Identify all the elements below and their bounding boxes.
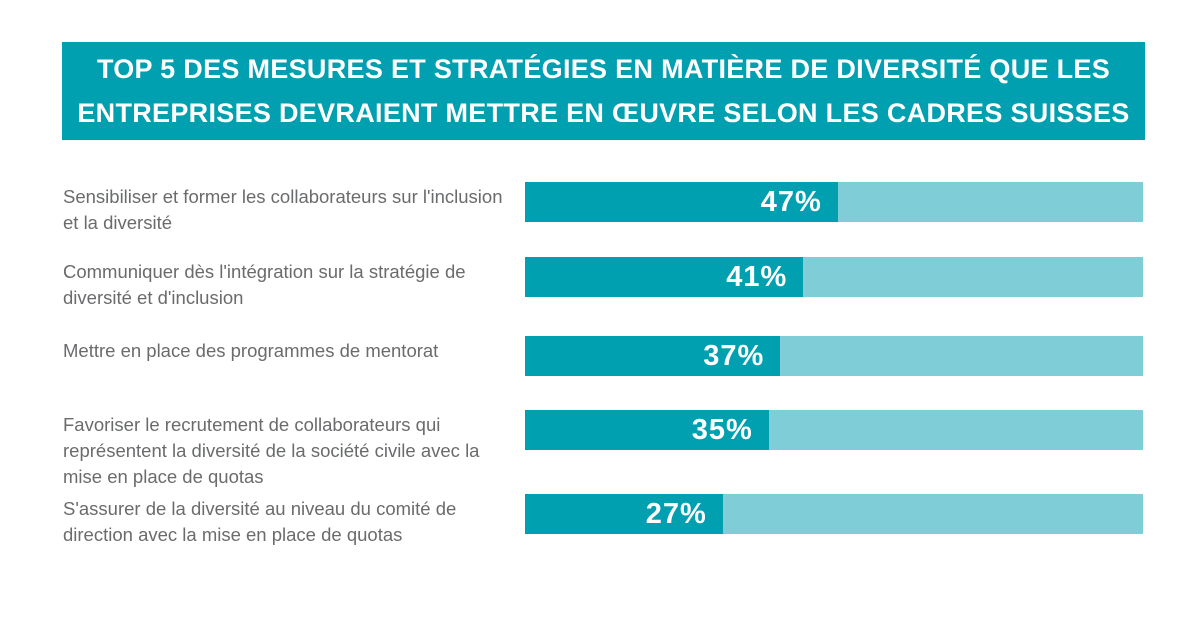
category-label: Sensibiliser et former les collaborateur… xyxy=(63,186,503,233)
title-line-1: TOP 5 DES MESURES ET STRATÉGIES EN MATIÈ… xyxy=(96,54,1111,84)
category-label: S'assurer de la diversité au niveau du c… xyxy=(63,498,457,545)
bar-fill: 37% xyxy=(525,336,781,376)
bar-track: 41% xyxy=(525,257,1143,297)
bar-value-label: 37% xyxy=(703,339,765,372)
bar-track: 35% xyxy=(525,410,1143,450)
title-line-2: ENTREPRISES DEVRAIENT METTRE EN ŒUVRE SE… xyxy=(77,98,1130,128)
category-label: Mettre en place des programmes de mentor… xyxy=(63,340,439,361)
bar-chart: Sensibiliser et former les collaborateur… xyxy=(63,182,1143,548)
chart-row: S'assurer de la diversité au niveau du c… xyxy=(63,494,1143,548)
chart-row: Favoriser le recrutement de collaborateu… xyxy=(63,410,1143,490)
category-label: Communiquer dès l'intégration sur la str… xyxy=(63,261,466,308)
bar-value-label: 35% xyxy=(691,413,753,446)
bar-fill: 47% xyxy=(525,182,838,222)
bar-value-label: 47% xyxy=(760,185,822,218)
bar-fill: 27% xyxy=(525,494,723,534)
bar-track: 27% xyxy=(525,494,1143,534)
bar-value-label: 41% xyxy=(726,260,788,293)
chart-row: Sensibiliser et former les collaborateur… xyxy=(63,182,1143,236)
category-label: Favoriser le recrutement de collaborateu… xyxy=(63,414,480,487)
bar-fill: 41% xyxy=(525,257,804,297)
chart-row: Mettre en place des programmes de mentor… xyxy=(63,336,1143,376)
title-banner: TOP 5 DES MESURES ET STRATÉGIES EN MATIÈ… xyxy=(62,42,1145,140)
bar-fill: 35% xyxy=(525,410,769,450)
bar-value-label: 27% xyxy=(645,497,707,530)
bar-track: 37% xyxy=(525,336,1143,376)
bar-track: 47% xyxy=(525,182,1143,222)
chart-row: Communiquer dès l'intégration sur la str… xyxy=(63,257,1143,311)
